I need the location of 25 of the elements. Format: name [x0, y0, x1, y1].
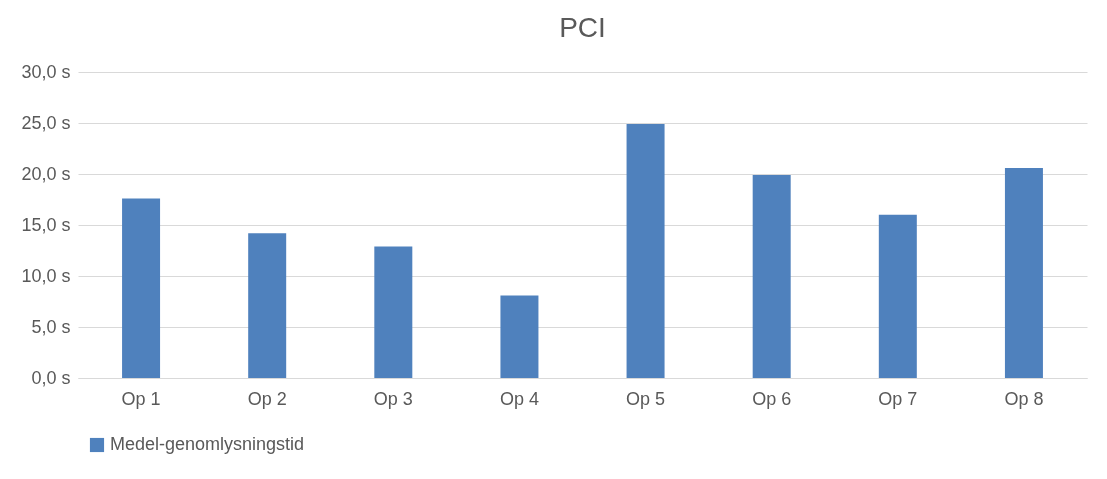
x-tick-label: Op 2 — [247, 388, 287, 409]
x-tick-label: Op 8 — [1004, 388, 1044, 409]
bar — [248, 233, 287, 378]
y-tick-label: 10,0 s — [21, 265, 71, 286]
bar — [1004, 167, 1043, 378]
chart-title: PCI — [559, 12, 606, 43]
bar — [878, 214, 917, 378]
x-tick-label: Op 1 — [121, 388, 161, 409]
bar — [752, 175, 791, 378]
bar — [500, 295, 539, 378]
y-tick-label: 15,0 s — [21, 214, 71, 235]
y-tick-label: 25,0 s — [21, 112, 71, 133]
y-tick-label: 0,0 s — [31, 367, 71, 388]
legend-label: Medel-genomlysningstid — [110, 434, 305, 454]
x-tick-label: Op 3 — [373, 388, 413, 409]
x-tick-label: Op 4 — [499, 388, 539, 409]
x-tick-label: Op 7 — [878, 388, 918, 409]
y-tick-label: 20,0 s — [21, 163, 71, 184]
y-tick-label: 30,0 s — [21, 61, 71, 82]
bar — [122, 198, 161, 378]
x-tick-label: Op 5 — [626, 388, 666, 409]
x-tick-label: Op 6 — [752, 388, 792, 409]
bar — [626, 124, 665, 378]
y-tick-label: 5,0 s — [31, 316, 71, 337]
bar — [374, 246, 413, 378]
